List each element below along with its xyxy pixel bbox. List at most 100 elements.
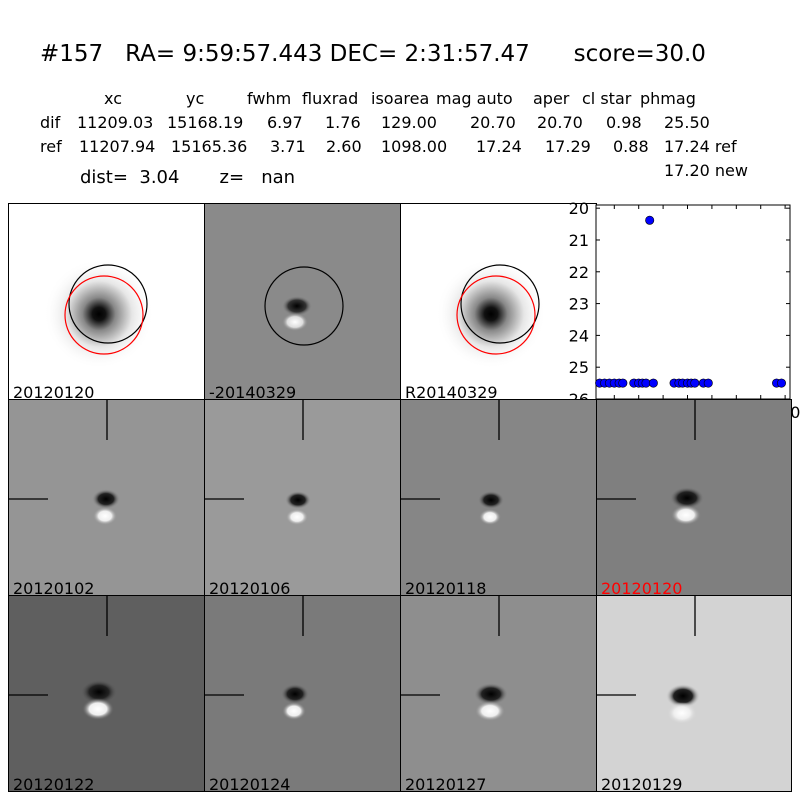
row-value: 20.70 [470,113,516,132]
black-aperture-circle [264,266,344,346]
row-value: 17.24 [476,137,522,156]
page-title: #157 RA= 9:59:57.443 DEC= 2:31:57.47 sco… [40,41,706,67]
difference-stamp [205,596,309,720]
row-value: 6.97 [267,113,303,132]
data-point [618,378,628,388]
red-aperture-circle [456,275,536,355]
difference-stamp [401,596,508,721]
column-header: xc [104,89,122,108]
data-point [703,378,713,388]
reference-r-star-image [436,259,546,369]
image-panel-difference: -20140329 [204,203,401,400]
row-value: 20.70 [537,113,583,132]
black-aperture-circle [460,264,540,344]
data-point [648,378,658,388]
positive-lobe [93,507,117,525]
negative-lobe [92,489,120,509]
difference-image-panel: 20120127 [400,595,597,792]
difference-stamp [205,400,311,525]
difference-image-panel: 20120106 [204,399,401,596]
star-blob [44,259,154,369]
difference-image [264,266,344,346]
new-phmag: 17.20 new [664,161,748,180]
reference-star-image [44,259,154,369]
panel-label: 20120129 [601,775,683,792]
panel-label: 20120120 [13,383,95,400]
difference-stamp [9,596,117,720]
row-value: 11207.94 [79,137,156,156]
negative-lobe [285,491,311,509]
row-value: 3.71 [270,137,306,156]
positive-lobe [282,313,308,331]
column-header: phmag [640,89,696,108]
row-value: 129.00 [381,113,437,132]
panel-label: 20120120 [601,579,683,596]
difference-stamp [401,400,504,525]
negative-lobe [282,296,312,316]
positive-lobe [667,702,697,724]
difference-stamp [597,400,704,525]
positive-lobe [82,698,114,720]
panel-label: R20140329 [405,383,498,400]
column-header: mag auto [436,89,513,108]
dist-line: dist= 3.04 z= nan [80,167,296,188]
column-header: aper [533,89,570,108]
negative-lobe [474,683,508,705]
red-aperture-circle [64,275,144,355]
difference-image-panel: 20120118 [400,399,597,596]
panel-label: 20120106 [209,579,291,596]
y-tick-label: 21 [569,231,589,250]
row-value: 25.50 [664,113,710,132]
difference-stamp [597,596,700,724]
positive-lobe [286,509,308,525]
y-tick-label: 20 [569,199,589,218]
image-panel-reference-r: R20140329 [400,203,597,400]
row-value: 17.24 ref [664,137,737,156]
row-label: ref [40,137,62,156]
row-value: 0.88 [613,137,649,156]
negative-lobe [478,491,504,509]
row-value: 15168.19 [167,113,244,132]
panel-label: 20120118 [405,579,487,596]
negative-lobe [666,684,700,708]
panel-label: 20120122 [13,775,95,792]
data-point [776,378,786,388]
row-value: 2.60 [326,137,362,156]
negative-lobe [670,487,704,509]
difference-image-panel: 20120122 [8,595,205,792]
column-header: cl star [582,89,632,108]
difference-stamp [9,400,120,525]
positive-lobe [475,701,505,721]
plot-frame [595,204,791,400]
row-value: 1.76 [325,113,361,132]
y-tick-label: 25 [569,358,589,377]
negative-lobe [81,680,117,704]
panel-label: -20140329 [209,383,297,400]
negative-lobe [281,684,309,704]
positive-lobe [671,505,701,525]
row-value: 11209.03 [77,113,154,132]
row-value: 17.29 [545,137,591,156]
data-point [690,378,700,388]
difference-image-panel: 20120124 [204,595,401,792]
row-value: 1098.00 [381,137,448,156]
row-value: 0.98 [606,113,642,132]
difference-image-panel: 20120102 [8,399,205,596]
column-header: yc [186,89,205,108]
column-header: fluxrad [302,89,359,108]
row-value: 15165.36 [171,137,248,156]
panel-label: 20120124 [209,775,291,792]
difference-image-panel: 20120120 [596,399,792,596]
panel-label: 20120102 [13,579,95,596]
column-header: fwhm [247,89,292,108]
y-tick-label: 24 [569,326,589,345]
positive-lobe [479,509,501,525]
positive-lobe [282,702,306,720]
black-aperture-circle [68,264,148,344]
star-blob [436,259,546,369]
y-tick-label: 23 [569,295,589,314]
data-point [645,215,655,225]
y-tick-label: 22 [569,263,589,282]
column-header: isoarea [371,89,430,108]
row-label: dif [40,113,61,132]
